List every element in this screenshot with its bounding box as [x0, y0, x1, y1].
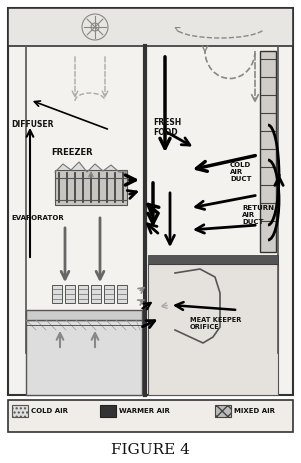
- Bar: [12, 405, 28, 417]
- Text: FRESH
FOOD: FRESH FOOD: [153, 118, 181, 138]
- Bar: [260, 51, 276, 252]
- Text: DIFFUSER: DIFFUSER: [11, 120, 54, 129]
- Text: RETURN
AIR
DUCT: RETURN AIR DUCT: [242, 205, 274, 225]
- Bar: [65, 285, 75, 303]
- Text: EVAPORATOR: EVAPORATOR: [11, 215, 64, 221]
- Bar: [100, 405, 116, 417]
- Bar: [78, 285, 88, 303]
- Bar: [8, 8, 293, 395]
- Bar: [91, 285, 101, 303]
- Bar: [26, 320, 142, 395]
- Text: MEAT KEEPER
ORIFICE: MEAT KEEPER ORIFICE: [190, 317, 241, 330]
- Bar: [8, 400, 293, 432]
- Bar: [8, 8, 293, 46]
- Bar: [52, 285, 62, 303]
- Bar: [215, 405, 231, 417]
- Bar: [26, 310, 142, 320]
- Text: COLD
AIR
DUCT: COLD AIR DUCT: [230, 162, 252, 182]
- Text: COLD AIR: COLD AIR: [31, 408, 68, 414]
- Text: MIXED AIR: MIXED AIR: [234, 408, 275, 414]
- Text: FREEZER: FREEZER: [51, 148, 93, 157]
- Bar: [104, 285, 114, 303]
- Bar: [148, 264, 278, 395]
- Bar: [55, 170, 127, 205]
- Bar: [117, 285, 127, 303]
- Text: FIGURE 4: FIGURE 4: [111, 443, 190, 457]
- Bar: [148, 255, 278, 264]
- Text: WARMER AIR: WARMER AIR: [119, 408, 170, 414]
